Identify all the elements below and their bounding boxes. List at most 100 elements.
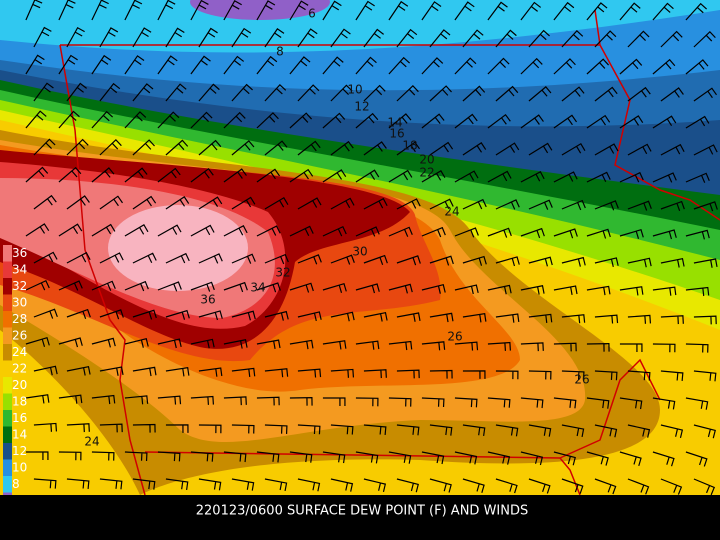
wind-barb [421,170,446,183]
wind-barb [58,54,78,75]
wind-barb [586,2,608,21]
wind-barb [561,86,585,102]
wind-barb [91,110,114,129]
wind-barb [561,370,585,380]
wind-barb [198,424,222,434]
wind-barb [421,341,446,351]
wind-barb [528,313,553,324]
wind-barb [594,424,618,438]
wind-barb [190,395,215,405]
legend-label: 26 [12,328,27,342]
legend-swatch [3,327,12,344]
wind-barb [33,478,57,489]
wind-barb [627,478,650,495]
wind-barb [223,451,247,463]
map-title: 220123/0600 SURFACE DEW POINT (F) AND WI… [196,504,529,519]
wind-barb [487,1,508,21]
wind-barb [66,423,90,433]
wind-barb [627,370,651,381]
wind-barb [198,83,220,102]
wind-barb [454,227,479,238]
wind-barb [520,397,544,409]
wind-barb [355,451,379,464]
wind-barb [289,0,309,21]
legend-swatch [3,344,12,361]
wind-barb [487,341,512,351]
wind-barb [99,27,119,48]
wind-barb [223,111,246,129]
wind-barb [264,368,289,378]
wind-barb [660,424,684,439]
wind-barb [363,424,387,436]
wind-barb [520,227,545,239]
wind-barb [91,451,115,461]
wind-barb [231,27,252,48]
wind-barb [124,280,149,292]
wind-barb [190,281,215,292]
wind-barb [223,224,248,237]
wind-barb [586,228,611,239]
wind-barb [495,478,518,494]
wind-barb [322,397,346,406]
wind-barb [256,55,278,75]
contour-label: 34 [250,281,265,295]
wind-barb [396,478,419,493]
wind-barb [124,55,145,75]
wind-barb [33,251,58,264]
wind-barb [561,142,586,156]
wind-barb [454,57,477,75]
wind-barb [627,86,651,102]
wind-barb [586,342,610,352]
wind-barb [132,27,152,48]
wind-barb [586,285,611,296]
wind-barb [256,0,276,21]
wind-barb [528,86,552,102]
wind-barb [619,286,644,296]
wind-barb [528,478,551,494]
wind-barb [693,144,718,156]
contour-label: 26 [574,373,589,387]
wind-barb [355,112,379,129]
wind-barb [619,228,644,239]
wind-barb [429,141,454,156]
wind-barb [594,478,617,495]
wind-barb [454,170,479,183]
wind-barb [429,85,452,102]
wind-barb [685,343,709,353]
wind-barb [520,57,543,75]
wind-barb [330,28,351,48]
wind-barb [190,451,214,462]
wind-barb [355,283,380,294]
wind-barb [322,0,342,21]
wind-barb [594,257,619,268]
wind-barb [528,29,550,48]
wind-barb [462,142,487,156]
wind-barb [693,201,718,212]
wind-barb [528,370,552,380]
wind-barb [198,367,223,377]
wind-barb [132,366,157,377]
wind-barb [487,284,512,295]
wind-barb [66,82,87,102]
contour-label: 30 [352,245,367,259]
wind-barb [132,252,157,264]
contour-label: 12 [354,100,369,114]
wind-barb [561,424,585,438]
wind-barb [231,478,255,491]
wind-barb [652,286,677,296]
legend-swatch [3,410,12,427]
wind-barb [495,256,520,267]
wind-barb [25,279,50,291]
wind-barb [561,256,586,267]
wind-barb [553,342,577,352]
wind-barb [157,281,182,292]
wind-barb [66,138,89,156]
wind-barb [289,56,311,75]
wind-barb [685,229,710,240]
wind-barb [363,478,387,493]
wind-barb [99,366,124,376]
wind-barb [33,82,54,102]
wind-barb [660,200,685,212]
wind-barb [421,113,445,129]
wind-barb [594,314,619,324]
